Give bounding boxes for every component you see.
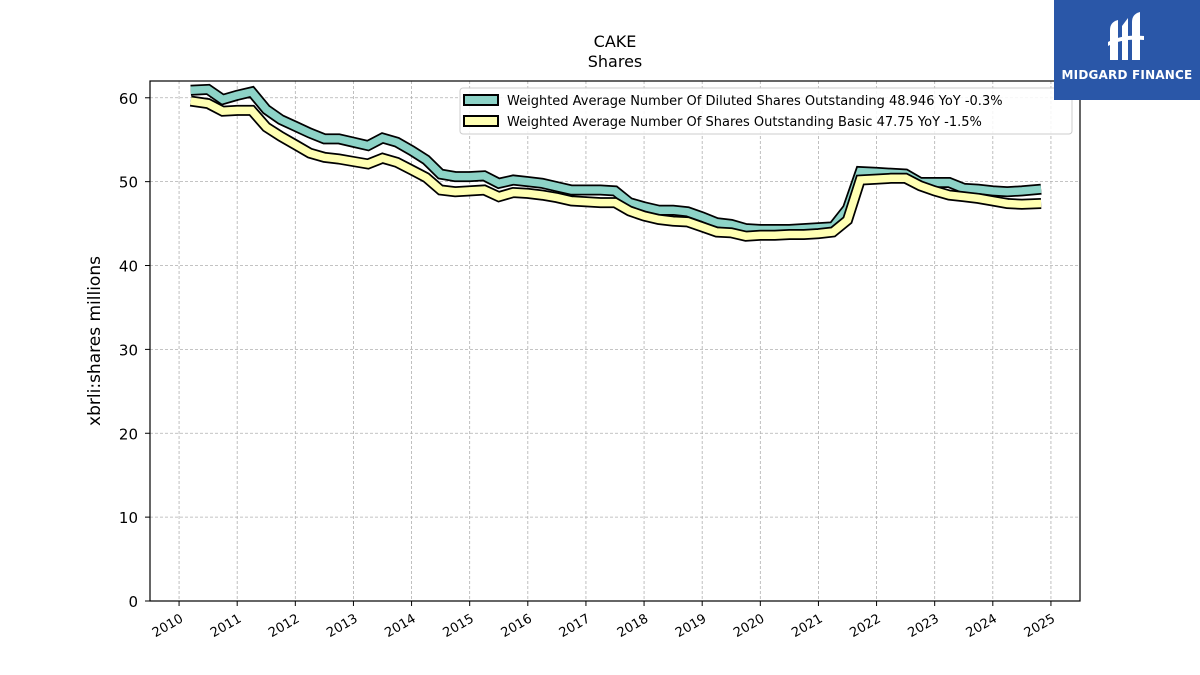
chart-title: CAKE — [594, 32, 637, 51]
plot-frame — [149, 80, 1081, 602]
x-tick-label: 2010 — [150, 611, 186, 641]
legend-label: Weighted Average Number Of Shares Outsta… — [507, 115, 982, 130]
x-tick-label: 2022 — [847, 611, 883, 641]
x-tick-label: 2014 — [382, 611, 418, 641]
x-tick-label: 2016 — [499, 611, 535, 641]
grid-lines — [150, 81, 1080, 602]
legend-box — [459, 87, 1073, 135]
midgard-logo-icon — [1108, 12, 1144, 60]
logo-text: MIDGARD FINANCE — [1061, 68, 1193, 82]
x-tick-label: 2023 — [906, 611, 942, 641]
x-tick-label: 2024 — [964, 611, 1000, 641]
y-tick-label: 60 — [119, 90, 138, 108]
legend-swatch — [463, 115, 499, 127]
legend: Weighted Average Number Of Diluted Share… — [459, 87, 1073, 135]
x-ticks: 2010 2011 2012 2013 2014 2015 2016 2017 2018 2019… — [150, 601, 1058, 641]
chart-subtitle: Shares — [588, 52, 643, 71]
midgard-finance-logo: MIDGARD FINANCE — [1054, 0, 1200, 100]
x-tick-label: 2015 — [441, 611, 477, 641]
y-tick-label: 20 — [119, 425, 138, 443]
series-2 — [189, 95, 1042, 242]
x-tick-label: 2012 — [266, 611, 302, 641]
x-tick-label: 2025 — [1022, 611, 1058, 641]
legend-swatch — [463, 94, 499, 106]
x-tick-label: 2013 — [324, 611, 360, 641]
x-tick-label: 2019 — [673, 611, 709, 641]
x-tick-label: 2020 — [731, 611, 767, 641]
y-tick-label: 30 — [119, 341, 138, 359]
x-tick-label: 2011 — [208, 611, 244, 641]
legend-label: Weighted Average Number Of Diluted Share… — [507, 94, 1003, 109]
x-tick-label: 2021 — [789, 611, 825, 641]
y-tick-label: 0 — [128, 593, 138, 611]
y-tick-label: 10 — [119, 509, 138, 527]
y-tick-label: 40 — [119, 258, 138, 276]
x-tick-label: 2017 — [557, 611, 593, 641]
series-layer — [189, 83, 1042, 242]
y-ticks: 0 10 20 30 40 50 60 — [119, 90, 150, 611]
y-axis-label: xbrli:shares millions — [85, 256, 105, 426]
x-tick-label: 2018 — [615, 611, 651, 641]
y-tick-label: 50 — [119, 174, 138, 192]
series-line — [190, 97, 1042, 240]
